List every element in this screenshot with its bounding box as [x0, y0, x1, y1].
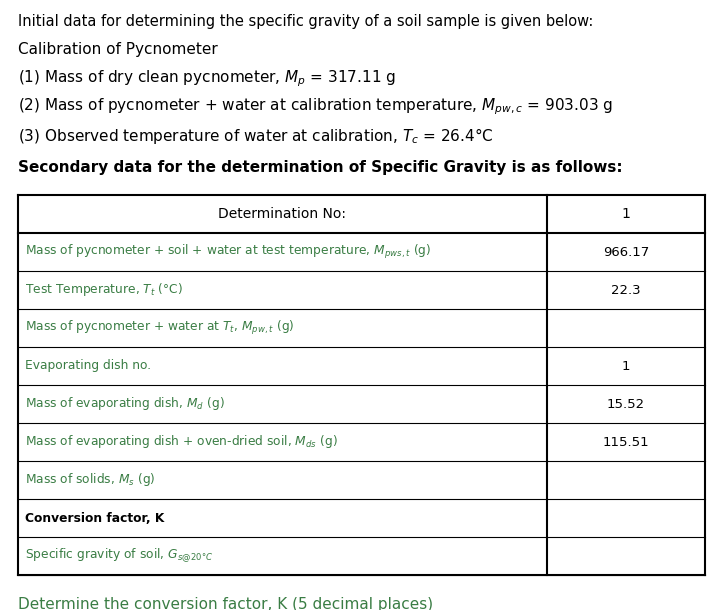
- Text: Determine the conversion factor, K (5 decimal places): Determine the conversion factor, K (5 de…: [18, 597, 433, 610]
- Text: Mass of pycnometer + water at $T_t$, $M_{pw,t}$ (g): Mass of pycnometer + water at $T_t$, $M_…: [25, 319, 294, 337]
- Text: Test Temperature, $T_t$ (°C): Test Temperature, $T_t$ (°C): [25, 281, 183, 298]
- Text: 966.17: 966.17: [603, 245, 649, 259]
- Text: Mass of evaporating dish + oven-dried soil, $M_{ds}$ (g): Mass of evaporating dish + oven-dried so…: [25, 434, 338, 451]
- Text: 115.51: 115.51: [603, 436, 649, 448]
- Text: 1: 1: [622, 359, 630, 373]
- Text: (1) Mass of dry clean pycnometer, $M_p$ = 317.11 g: (1) Mass of dry clean pycnometer, $M_p$ …: [18, 68, 396, 88]
- Text: Determination No:: Determination No:: [218, 207, 346, 221]
- Text: 22.3: 22.3: [611, 284, 641, 296]
- Text: Evaporating dish no.: Evaporating dish no.: [25, 359, 151, 373]
- Text: (3) Observed temperature of water at calibration, $T_c$ = 26.4$\degree$C: (3) Observed temperature of water at cal…: [18, 126, 494, 146]
- Text: Mass of solids, $M_s$ (g): Mass of solids, $M_s$ (g): [25, 472, 155, 489]
- Text: Initial data for determining the specific gravity of a soil sample is given belo: Initial data for determining the specifi…: [18, 14, 594, 29]
- Text: 1: 1: [622, 207, 630, 221]
- Text: Secondary data for the determination of Specific Gravity is as follows:: Secondary data for the determination of …: [18, 160, 623, 175]
- Text: 15.52: 15.52: [607, 398, 645, 411]
- Text: Mass of pycnometer + soil + water at test temperature, $M_{pws,t}$ (g): Mass of pycnometer + soil + water at tes…: [25, 243, 432, 261]
- Text: Specific gravity of soil, $G_{s@20\degree C}$: Specific gravity of soil, $G_{s@20\degre…: [25, 547, 213, 565]
- Text: Conversion factor, K: Conversion factor, K: [25, 512, 164, 525]
- Text: Calibration of Pycnometer: Calibration of Pycnometer: [18, 42, 218, 57]
- Text: (2) Mass of pycnometer + water at calibration temperature, $M_{pw,c}$ = 903.03 g: (2) Mass of pycnometer + water at calibr…: [18, 96, 613, 117]
- Text: Mass of evaporating dish, $M_d$ (g): Mass of evaporating dish, $M_d$ (g): [25, 395, 225, 412]
